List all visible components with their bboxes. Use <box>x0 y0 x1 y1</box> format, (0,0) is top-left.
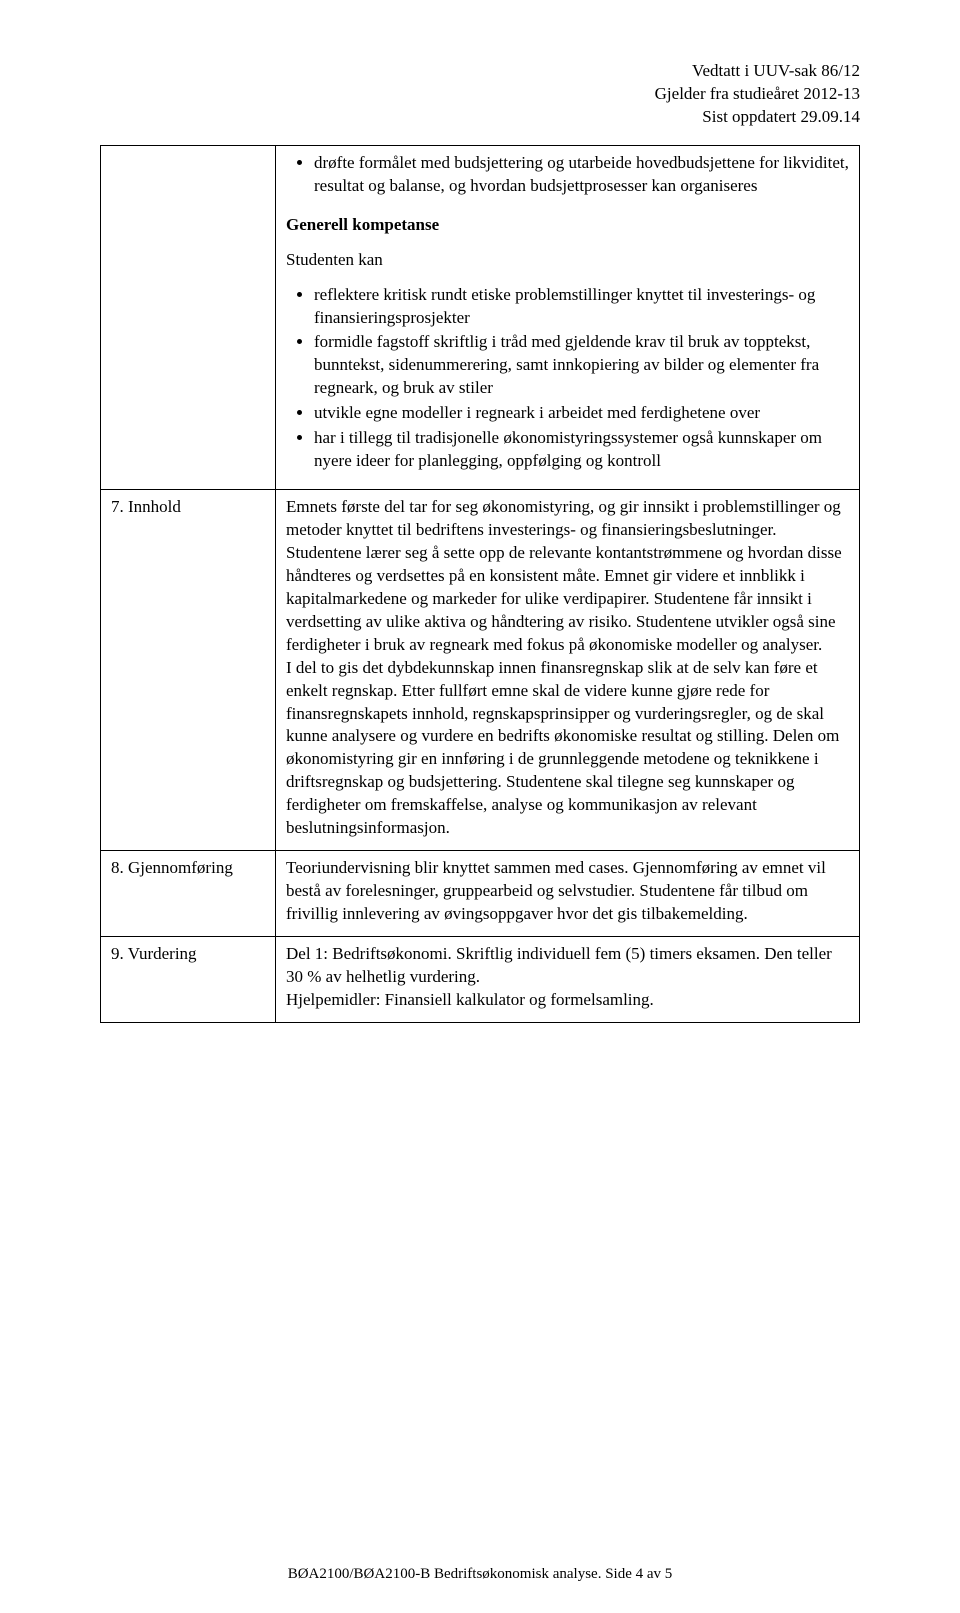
cell-body-vurdering: Del 1: Bedriftsøkonomi. Skriftlig indivi… <box>276 936 860 1022</box>
page-footer: BØA2100/BØA2100-B Bedriftsøkonomisk anal… <box>0 1566 960 1583</box>
meta-line-2: Gjelder fra studieåret 2012-13 <box>100 83 860 106</box>
cell-body-innhold: Emnets første del tar for seg økonomisty… <box>276 490 860 851</box>
cell-label-vurdering: 9. Vurdering <box>101 936 276 1022</box>
cell-label-innhold: 7. Innhold <box>101 490 276 851</box>
cell-generell: drøfte formålet med budsjettering og uta… <box>276 145 860 489</box>
generell-heading: Generell kompetanse <box>286 214 849 237</box>
table-row: 8. Gjennomføring Teoriundervisning blir … <box>101 851 860 937</box>
vurdering-body-2: Hjelpemidler: Finansiell kalkulator og f… <box>286 990 654 1009</box>
page: Vedtatt i UUV-sak 86/12 Gjelder fra stud… <box>0 0 960 1613</box>
bullet-list-bottom: reflektere kritisk rundt etiske problems… <box>314 284 849 474</box>
table-row: 7. Innhold Emnets første del tar for seg… <box>101 490 860 851</box>
bullet-list-top: drøfte formålet med budsjettering og uta… <box>314 152 849 198</box>
list-item: reflektere kritisk rundt etiske problems… <box>314 284 849 330</box>
list-item: har i tillegg til tradisjonelle økonomis… <box>314 427 849 473</box>
meta-line-1: Vedtatt i UUV-sak 86/12 <box>100 60 860 83</box>
list-item: drøfte formålet med budsjettering og uta… <box>314 152 849 198</box>
table-row: drøfte formålet med budsjettering og uta… <box>101 145 860 489</box>
cell-left-empty <box>101 145 276 489</box>
innhold-body-2: I del to gis det dybdekunnskap innen fin… <box>286 658 839 838</box>
list-item: utvikle egne modeller i regneark i arbei… <box>314 402 849 425</box>
table-row: 9. Vurdering Del 1: Bedriftsøkonomi. Skr… <box>101 936 860 1022</box>
list-item: formidle fagstoff skriftlig i tråd med g… <box>314 331 849 400</box>
meta-line-3: Sist oppdatert 29.09.14 <box>100 106 860 129</box>
studenten-kan: Studenten kan <box>286 249 849 272</box>
header-meta: Vedtatt i UUV-sak 86/12 Gjelder fra stud… <box>100 60 860 129</box>
cell-label-gjennomforing: 8. Gjennomføring <box>101 851 276 937</box>
vurdering-body-1: Del 1: Bedriftsøkonomi. Skriftlig indivi… <box>286 944 832 986</box>
content-table: drøfte formålet med budsjettering og uta… <box>100 145 860 1023</box>
cell-body-gjennomforing: Teoriundervisning blir knyttet sammen me… <box>276 851 860 937</box>
innhold-body-1: Emnets første del tar for seg økonomisty… <box>286 497 842 654</box>
